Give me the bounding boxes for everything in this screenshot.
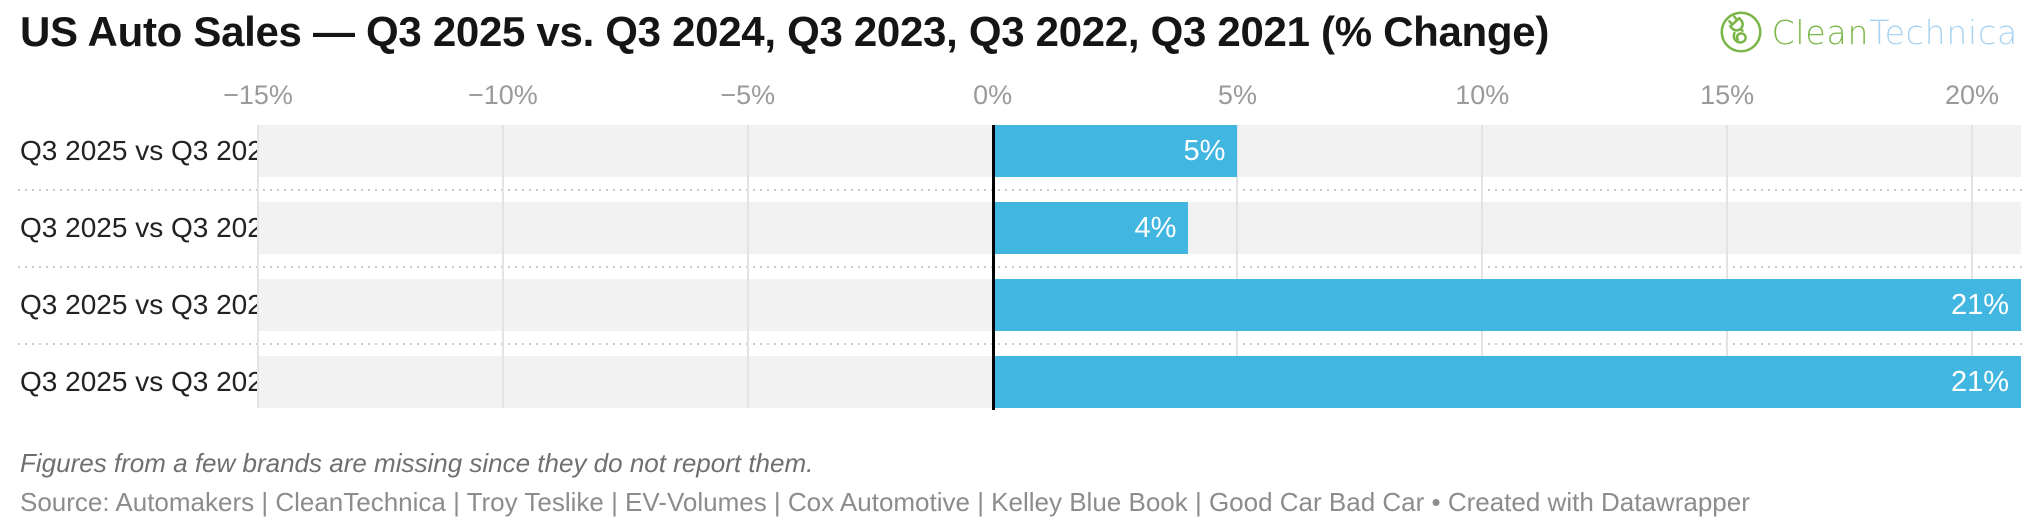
cleantechnica-plug-icon <box>1720 11 1762 53</box>
logo-text-technica: Technica <box>1869 12 2018 52</box>
gridline <box>1726 125 1729 408</box>
row-label: Q3 2025 vs Q3 2023 <box>20 212 279 243</box>
bar-value-label: 21% <box>1950 289 2009 321</box>
row-separator <box>18 266 2022 268</box>
bar: 4% <box>992 202 1189 254</box>
logo-text-clean: Clean <box>1771 12 1870 52</box>
x-tick-label: 10% <box>1455 80 1510 110</box>
bar: 21% <box>992 279 2021 331</box>
gridline <box>257 125 259 408</box>
row-separator <box>18 343 2022 345</box>
cleantechnica-logo[interactable]: CleanTechnica <box>1719 10 2018 54</box>
gridline <box>1481 125 1484 408</box>
plot-area: 5% 4% 21% 21% <box>257 125 2021 410</box>
bar-value-label: 4% <box>1134 212 1177 244</box>
gridline <box>1971 125 1974 408</box>
bar: 21% <box>992 356 2021 408</box>
x-tick-label: 0% <box>973 80 1013 110</box>
gridline <box>501 125 504 408</box>
x-tick-label: −10% <box>467 80 538 110</box>
bar-value-label: 5% <box>1183 135 1226 167</box>
bar: 5% <box>992 125 1238 177</box>
row-separator <box>18 189 2022 191</box>
row-label: Q3 2025 vs Q3 2024 <box>20 135 279 166</box>
row-label: Q3 2025 vs Q3 2022 <box>20 289 279 320</box>
chart-source-line: Source: Automakers | CleanTechnica | Tro… <box>20 487 1750 517</box>
chart-title: US Auto Sales — Q3 2025 vs. Q3 2024, Q3 … <box>20 8 1550 55</box>
x-tick-label: 20% <box>1944 80 2000 110</box>
gridline <box>746 125 749 408</box>
x-tick-label: 5% <box>1217 80 1257 110</box>
gridline <box>1236 125 1239 408</box>
x-tick-label: −15% <box>223 80 293 110</box>
bar-value-label: 21% <box>1950 366 2009 398</box>
x-tick-label: 15% <box>1700 80 1755 110</box>
chart-footnote: Figures from a few brands are missing si… <box>20 448 814 478</box>
x-tick-label: −5% <box>720 80 776 110</box>
row-label: Q3 2025 vs Q3 2021 <box>20 366 279 397</box>
logo-wordmark: CleanTechnica <box>1772 13 2018 52</box>
zero-baseline <box>991 125 995 410</box>
